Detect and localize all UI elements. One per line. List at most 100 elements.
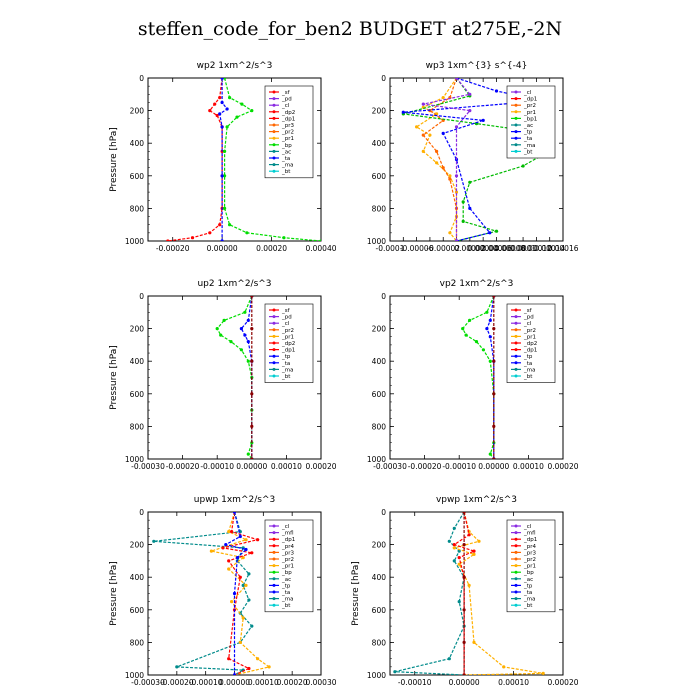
legend-marker bbox=[272, 557, 276, 561]
series-point-pr1 bbox=[230, 600, 234, 604]
series-point-cl bbox=[454, 239, 459, 241]
legend-marker bbox=[514, 348, 518, 352]
x-tick-label: -0.0001 bbox=[376, 244, 405, 253]
legend-label: _cl bbox=[523, 524, 532, 530]
y-tick-label: 600 bbox=[130, 606, 145, 615]
legend-marker bbox=[514, 367, 518, 371]
series-point-dp1 bbox=[467, 533, 471, 537]
series-point-pr1 bbox=[421, 149, 425, 153]
y-tick-label: 1000 bbox=[125, 455, 144, 464]
legend-label: _tp bbox=[523, 130, 533, 136]
series-point-pr1 bbox=[227, 530, 231, 534]
x-tick-label: -0.00030 bbox=[131, 678, 165, 687]
x-tick-label: 0.00020 bbox=[277, 678, 308, 687]
series-line-dp1 bbox=[461, 296, 495, 459]
series-group bbox=[215, 296, 254, 459]
series-line-dp1 bbox=[167, 78, 223, 241]
y-tick-label: 800 bbox=[130, 204, 145, 213]
series-point-dp1 bbox=[215, 113, 219, 118]
y-tick-label: 600 bbox=[130, 172, 145, 181]
legend-label: _cl bbox=[281, 524, 290, 530]
legend-label: _cl bbox=[523, 90, 532, 96]
x-tick-label: 0.00004 bbox=[468, 244, 499, 253]
panel-title: up2 1xm^2/s^3 bbox=[197, 279, 271, 289]
legend-marker bbox=[272, 149, 276, 153]
series-point-ac bbox=[468, 180, 472, 184]
y-tick-label: 0 bbox=[381, 292, 386, 301]
series-point-dp1 bbox=[221, 546, 225, 550]
legend-label: _ta bbox=[281, 590, 290, 596]
series-point-bp bbox=[220, 100, 224, 105]
x-tick-label: 0.00000 bbox=[478, 462, 509, 471]
y-tick-label: 200 bbox=[372, 325, 387, 334]
series-point-ac bbox=[452, 526, 456, 530]
legend-marker bbox=[272, 348, 276, 352]
x-tick-label: -0.00030 bbox=[131, 462, 165, 471]
x-tick-label: 0.00008 bbox=[494, 244, 525, 253]
legend-marker bbox=[272, 156, 276, 160]
x-tick-label: 0.00010 bbox=[271, 462, 302, 471]
legend-label: _ta bbox=[523, 590, 532, 596]
series-point-dp1 bbox=[452, 543, 456, 547]
series-point-dp1 bbox=[250, 551, 254, 555]
legend-marker bbox=[272, 90, 276, 94]
y-tick-label: 1000 bbox=[367, 671, 386, 680]
series-point-cl bbox=[421, 102, 425, 106]
panel-title: vpwp 1xm^2/s^3 bbox=[436, 495, 517, 505]
y-axis-label: Pressure [hPa] bbox=[109, 345, 119, 410]
series-point-pr4 bbox=[224, 543, 228, 547]
series-point-ac bbox=[393, 670, 397, 674]
legend-marker bbox=[272, 130, 276, 134]
series-point-dp1 bbox=[239, 348, 243, 352]
series-point-dp1 bbox=[246, 452, 250, 456]
series-point-dp1 bbox=[166, 239, 170, 241]
series-point-dp1 bbox=[461, 327, 465, 331]
series-point-pr2 bbox=[435, 149, 439, 153]
y-tick-label: 200 bbox=[372, 541, 387, 550]
series-point-pr1 bbox=[256, 657, 260, 661]
series-point-cl bbox=[488, 318, 492, 322]
series-point-cl bbox=[454, 174, 459, 178]
series-point-pr1 bbox=[223, 206, 227, 210]
legend-marker bbox=[514, 341, 518, 345]
x-tick-label: 0.00006 bbox=[481, 244, 512, 253]
legend-marker bbox=[272, 577, 276, 581]
series-point-pr1 bbox=[435, 161, 439, 165]
legend-label: _tp bbox=[281, 583, 291, 589]
legend-marker bbox=[514, 103, 518, 107]
legend-marker bbox=[514, 97, 518, 101]
legend-marker bbox=[272, 583, 276, 587]
series-point-dp1 bbox=[218, 96, 222, 100]
series-point-pr1 bbox=[448, 231, 452, 235]
series-point-bt bbox=[250, 359, 254, 363]
series-point-dp1 bbox=[468, 318, 472, 322]
series-point-dp1 bbox=[256, 538, 260, 542]
series-point-bt bbox=[492, 392, 496, 396]
series-point-dp1 bbox=[246, 359, 250, 363]
series-line-pr1 bbox=[452, 512, 544, 675]
series-point-pr1 bbox=[282, 236, 286, 240]
x-tick-label: 0.00010 bbox=[498, 678, 529, 687]
x-tick-label: 0.00020 bbox=[547, 462, 578, 471]
series-point-pr1 bbox=[541, 671, 545, 675]
series-point-ac bbox=[447, 539, 451, 543]
y-tick-label: 800 bbox=[130, 422, 145, 431]
series-point-dp1 bbox=[472, 549, 476, 553]
series-point-bt bbox=[492, 457, 496, 459]
series-point-dp1 bbox=[485, 310, 489, 314]
series-point-bp1 bbox=[468, 206, 472, 210]
legend-marker bbox=[514, 597, 518, 601]
legend-marker bbox=[514, 531, 518, 535]
legend-marker bbox=[272, 169, 276, 173]
legend-marker bbox=[272, 116, 276, 120]
series-point-dp1 bbox=[247, 666, 251, 671]
legend-marker bbox=[514, 354, 518, 358]
panel-1: wp2 1xm^2/s^3 Pressure [hPa] 0 200 400 600 800… bbox=[109, 61, 337, 253]
series-point-dp1 bbox=[227, 657, 231, 661]
series-point-pr4 bbox=[238, 534, 242, 539]
x-tick-label: 0.00030 bbox=[305, 678, 336, 687]
x-tick-label: 0.00016 bbox=[547, 244, 578, 253]
panel-3: up2 1xm^2/s^3 Pressure [hPa] 0 200 400 600 800… bbox=[109, 279, 337, 471]
y-axis-label: Pressure [hPa] bbox=[109, 127, 119, 192]
legend-label: _dp1 bbox=[523, 348, 537, 354]
